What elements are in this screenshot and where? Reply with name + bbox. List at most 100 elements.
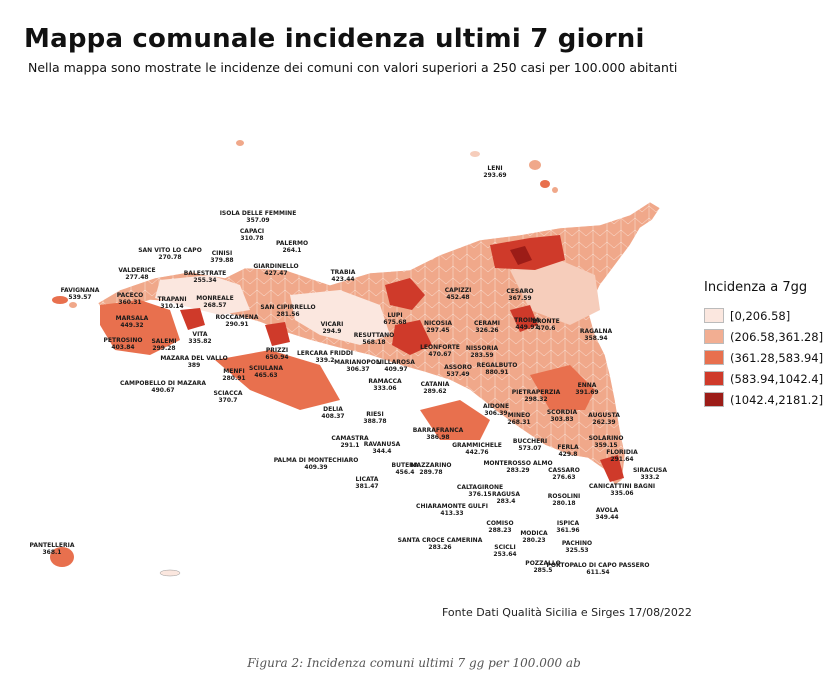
- municipality-label: CASSARO 276.63: [548, 467, 580, 481]
- municipality-value: 326.26: [475, 327, 499, 334]
- municipality-value: 299.28: [152, 345, 176, 352]
- municipality-value: 456.4: [395, 469, 415, 476]
- municipality-label: ENNA 391.69: [575, 382, 598, 396]
- municipality-value: 376.15: [468, 491, 492, 498]
- municipality-name: SALEMI: [151, 338, 177, 345]
- island-pantelleria: [50, 547, 74, 567]
- municipality-name: CINISI: [211, 250, 233, 257]
- municipality-label: LUPI 675.68: [383, 312, 406, 326]
- municipality-value: 470.67: [428, 351, 452, 358]
- municipality-value: 293.69: [483, 172, 507, 179]
- municipality-label: RAVANUSA 344.4: [364, 441, 401, 455]
- municipality-value: 368.1: [42, 549, 62, 556]
- municipality-name: MONREALE: [196, 295, 234, 302]
- municipality-label: PACECO 360.31: [117, 292, 144, 306]
- municipality-value: 367.59: [508, 295, 532, 302]
- municipality-value: 452.48: [446, 294, 470, 301]
- municipality-label: TROINA 449.97: [514, 317, 540, 331]
- zone-light-center: [290, 290, 390, 345]
- municipality-value: 413.33: [440, 510, 464, 517]
- island-egadi-1: [52, 296, 68, 304]
- municipality-label: MONTEROSSO ALMO 283.29: [483, 460, 552, 474]
- municipality-value: 880.91: [485, 369, 509, 376]
- municipality-name: RAGALNA: [579, 328, 613, 335]
- municipality-value: 333.06: [373, 385, 397, 392]
- municipality-label: TRAPANI 310.14: [157, 296, 186, 310]
- municipality-name: PRIZZI: [265, 347, 289, 354]
- municipality-value: 281.56: [276, 311, 300, 318]
- municipality-label: MINEO 268.31: [507, 412, 530, 426]
- municipality-value: 285.5: [533, 567, 553, 574]
- municipality-name: VALDERICE: [118, 267, 156, 274]
- municipality-value: 297.45: [426, 327, 450, 334]
- municipality-label: ROSOLINI 280.18: [548, 493, 580, 507]
- municipality-label: VALDERICE 277.48: [118, 267, 155, 281]
- municipality-label: SCIULANA 465.63: [249, 365, 283, 379]
- municipality-value: 429.8: [558, 451, 578, 458]
- municipality-value: 276.63: [552, 474, 576, 481]
- municipality-label: RAMACCA 333.06: [368, 378, 401, 392]
- municipality-label: BUTERA 456.4: [392, 462, 419, 476]
- municipality-name: LUPI: [387, 312, 403, 319]
- municipality-label: SALEMI 299.28: [151, 338, 176, 352]
- municipality-name: SCIULANA: [249, 365, 283, 372]
- municipality-name: CHIARAMONTE GULFI: [416, 503, 488, 510]
- municipality-label: MAZZARINO 289.78: [411, 462, 452, 476]
- municipality-value: 310.78: [240, 235, 264, 242]
- municipality-label: CAMPOBELLO DI MAZARA 490.67: [120, 380, 206, 394]
- municipality-name: SAN VITO LO CAPO: [138, 247, 202, 254]
- municipality-name: TRAPANI: [157, 296, 187, 303]
- municipality-name: POZZALLO: [525, 560, 561, 567]
- zone-dark-madonie: [385, 278, 425, 310]
- municipality-label: SAN VITO LO CAPO 270.78: [138, 247, 202, 261]
- municipality-label: PORTOPALO DI CAPO PASSERO 611.54: [547, 562, 650, 576]
- municipality-name: LENI: [487, 165, 503, 172]
- municipality-name: LERCARA FRIDDI: [296, 350, 354, 357]
- municipality-label: LEONFORTE 470.67: [420, 344, 460, 358]
- municipality-value: 291.1: [340, 442, 360, 449]
- municipality-label: DELIA 408.37: [321, 406, 344, 420]
- municipality-value: 470.6: [536, 325, 556, 332]
- zone-mid-west: [100, 300, 180, 355]
- legend-label: [0,206.58]: [730, 308, 791, 323]
- municipality-name: SANTA CROCE CAMERINA: [397, 537, 483, 544]
- legend-item: [0,206.58]: [704, 305, 823, 326]
- municipality-name: RAVANUSA: [363, 441, 401, 448]
- municipality-value: 349.44: [595, 514, 619, 521]
- municipality-name: FERLA: [557, 444, 579, 451]
- municipality-value: 283.29: [506, 467, 530, 474]
- municipality-name: ROCCAMENA: [215, 314, 259, 321]
- municipality-label: SCIACCA 370.7: [213, 390, 242, 404]
- municipality-name: BUTERA: [391, 462, 419, 469]
- zone-mid-south: [215, 350, 340, 410]
- municipality-name: AVOLA: [595, 507, 619, 514]
- municipality-value: 442.76: [465, 449, 489, 456]
- municipality-name: MARIANOPOLI: [334, 359, 382, 366]
- legend-swatch: [704, 392, 724, 407]
- legend-label: (361.28,583.94]: [730, 350, 824, 365]
- legend-item: (1042.4,2181.2]: [704, 389, 823, 410]
- municipality-name: CATANIA: [420, 381, 450, 388]
- municipality-value: 409.97: [384, 366, 408, 373]
- municipality-label: NISSORIA 283.59: [466, 345, 498, 359]
- municipality-value: 294.9: [322, 328, 342, 335]
- legend-item: (583.94,1042.4]: [704, 368, 823, 389]
- municipality-value: 386.98: [426, 434, 450, 441]
- municipality-label: PIETRAPERZIA 298.32: [512, 389, 560, 403]
- municipality-name: CANICATTINI BAGNI: [588, 483, 656, 490]
- municipality-name: DELIA: [323, 406, 343, 413]
- zone-mid-east: [530, 365, 595, 410]
- municipality-name: MARSALA: [115, 315, 149, 322]
- municipality-label: SCICLI 253.64: [493, 544, 516, 558]
- municipality-label: COMISO 288.23: [486, 520, 513, 534]
- municipality-name: MODICA: [520, 530, 548, 537]
- municipality-name: CAPACI: [239, 228, 265, 235]
- page-subtitle: Nella mappa sono mostrate le incidenze d…: [28, 60, 678, 75]
- municipality-value: 290.91: [225, 321, 249, 328]
- municipality-value: 289.78: [419, 469, 443, 476]
- municipality-value: 379.88: [210, 257, 234, 264]
- zone-mid-gela: [420, 400, 490, 440]
- municipality-label: CESARO 367.59: [506, 288, 533, 302]
- municipality-name: MINEO: [507, 412, 531, 419]
- municipality-name: ENNA: [577, 382, 597, 389]
